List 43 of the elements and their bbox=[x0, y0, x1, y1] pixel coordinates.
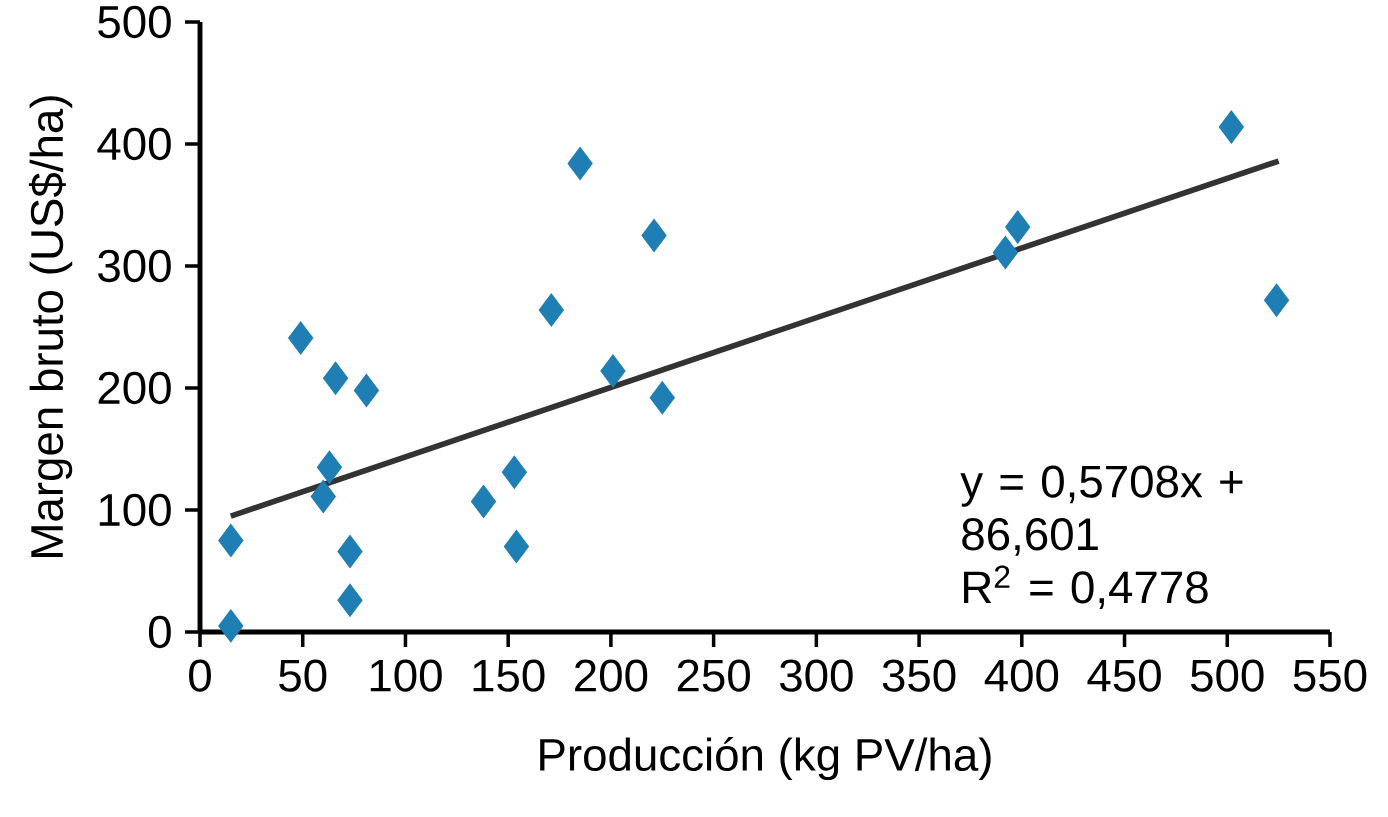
point bbox=[503, 530, 529, 564]
y-tick-label: 400 bbox=[97, 127, 171, 161]
point bbox=[310, 480, 336, 514]
y-tick-label: 200 bbox=[98, 371, 171, 405]
y-axis-title: Margen bruto (US$/ha) bbox=[28, 96, 73, 557]
point bbox=[567, 146, 593, 181]
x-tick-label: 500 bbox=[1190, 659, 1264, 692]
x-tick-label: 300 bbox=[780, 659, 853, 692]
y-tick-label: 100 bbox=[99, 493, 171, 527]
point bbox=[337, 583, 363, 617]
annotation: y = 0,5708x + 86,601 bbox=[960, 465, 1243, 556]
annotation: R$^{2}$ = 0,4778 bbox=[964, 565, 1208, 609]
x-tick-label: 50 bbox=[279, 659, 327, 692]
point bbox=[218, 523, 244, 558]
point bbox=[538, 293, 564, 327]
x-tick-label: 250 bbox=[677, 659, 750, 692]
x-axis-title: Producción (kg PV/ha) bbox=[540, 736, 991, 781]
point bbox=[600, 354, 626, 388]
point bbox=[316, 450, 343, 484]
y-tick-label: 0 bbox=[148, 615, 171, 649]
x-tick-label: 400 bbox=[984, 659, 1059, 692]
x-tick-label: 450 bbox=[1087, 659, 1161, 692]
point bbox=[470, 484, 497, 518]
point bbox=[1005, 210, 1031, 244]
x-tick-label: 350 bbox=[882, 659, 956, 692]
point bbox=[1263, 283, 1290, 317]
x-tick-label: 150 bbox=[473, 659, 545, 692]
point bbox=[992, 236, 1018, 270]
x-tick-label: 100 bbox=[370, 659, 442, 692]
point bbox=[353, 373, 379, 407]
x-tick-label: 0 bbox=[189, 659, 211, 692]
point bbox=[323, 361, 349, 395]
point bbox=[288, 321, 314, 355]
point bbox=[641, 218, 667, 253]
y-tick-label: 300 bbox=[98, 249, 171, 283]
point bbox=[337, 534, 363, 568]
point bbox=[1218, 110, 1244, 144]
x-tick-label: 200 bbox=[575, 659, 648, 692]
y-tick-label: 500 bbox=[98, 5, 171, 39]
point bbox=[649, 381, 675, 415]
x-tick-label: 550 bbox=[1293, 659, 1367, 692]
point bbox=[501, 455, 527, 489]
point bbox=[218, 609, 244, 643]
